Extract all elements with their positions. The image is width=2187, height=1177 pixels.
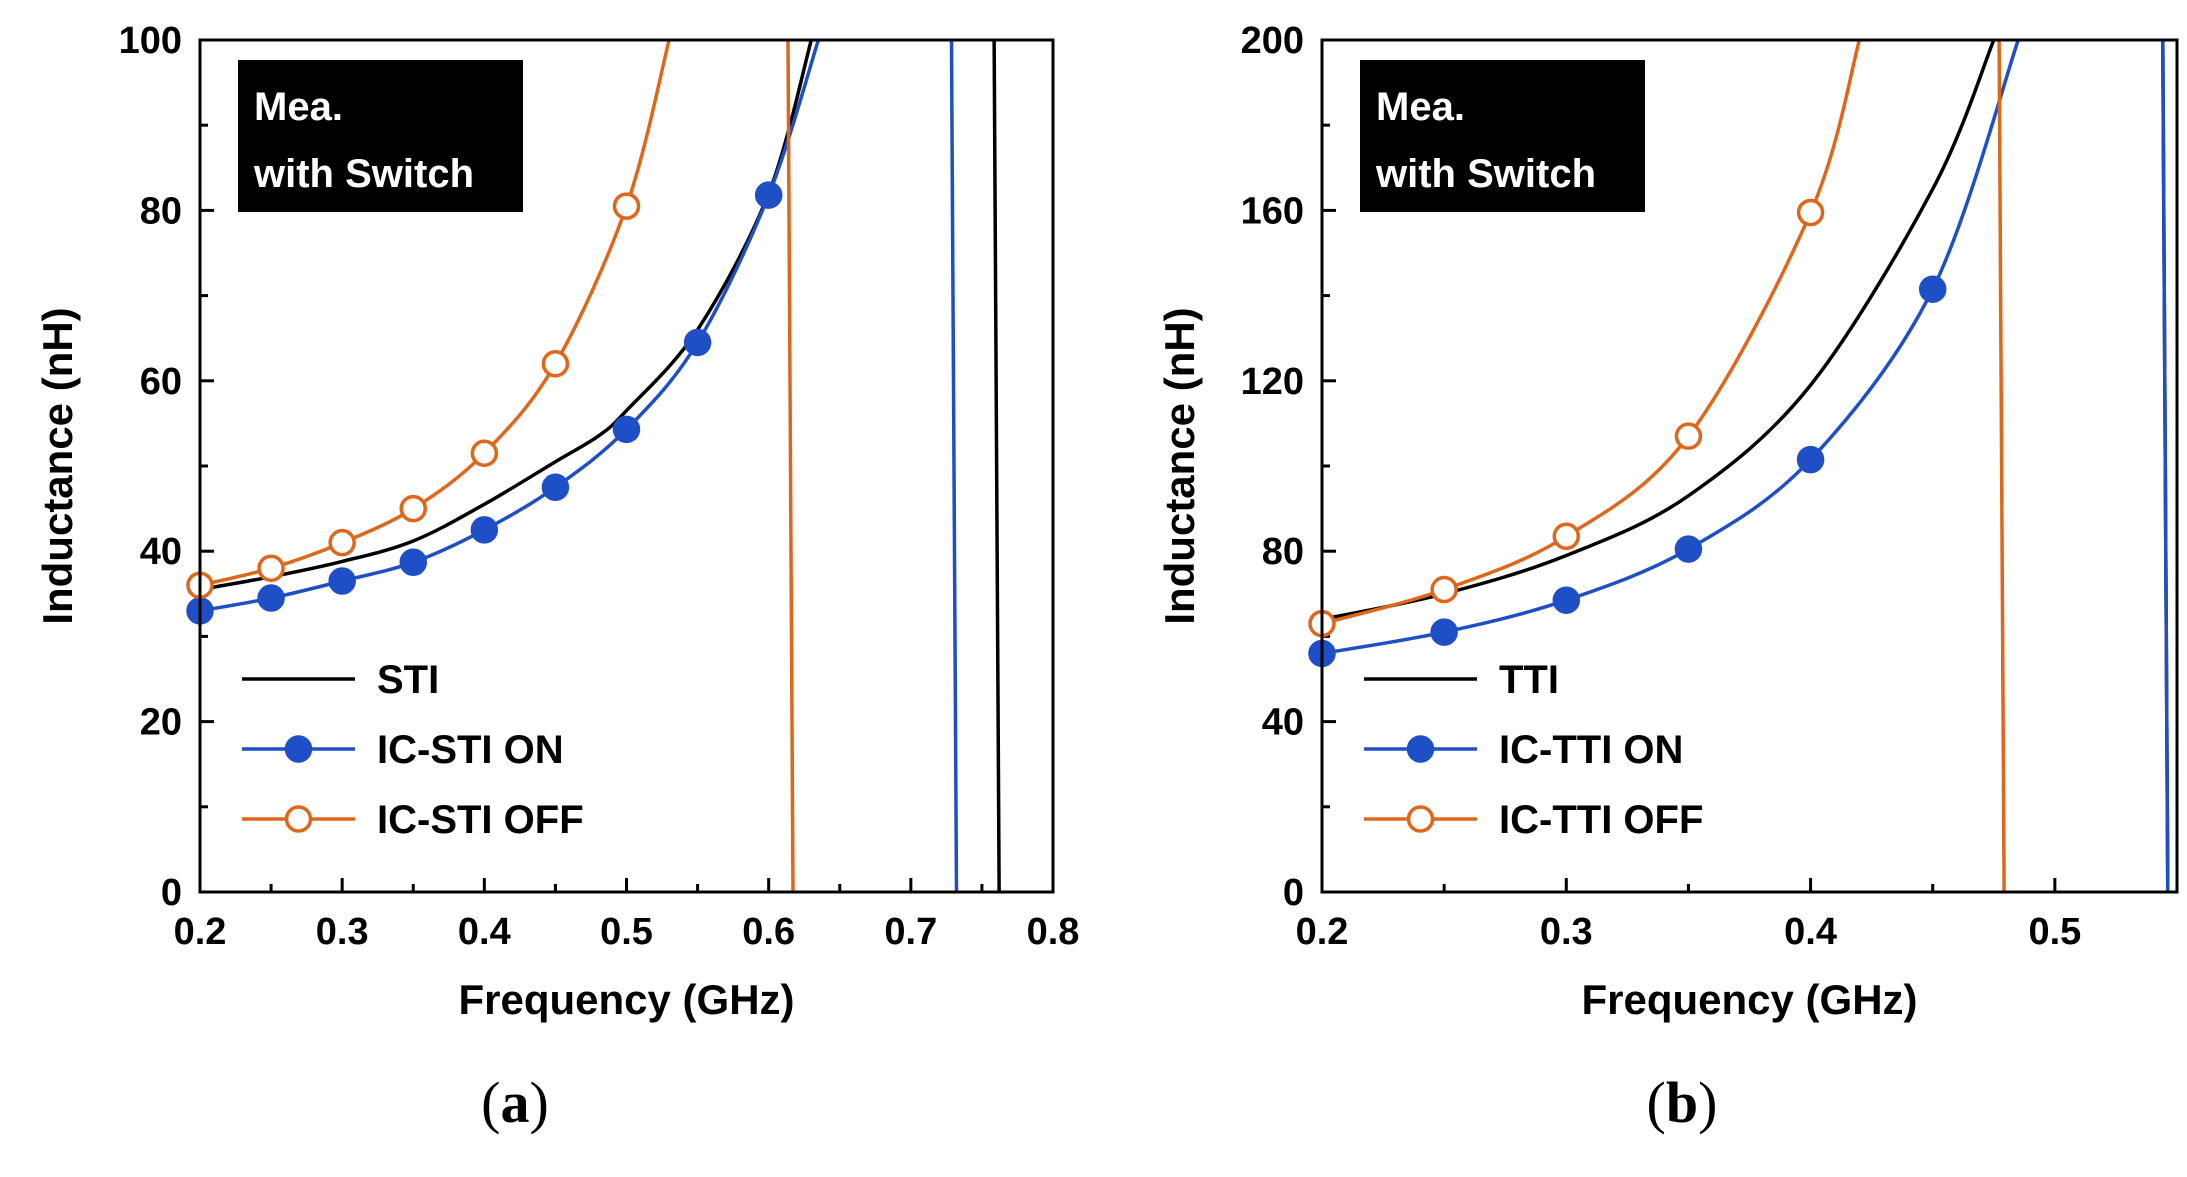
annotation-background [1360, 60, 1645, 212]
legend-marker [1406, 805, 1435, 833]
x-tick-label: 0.6 [742, 911, 795, 953]
data-point [612, 415, 641, 444]
data-point [399, 548, 427, 577]
x-tick-label: 0.8 [1027, 911, 1080, 953]
annotation-box: Mea. with Switch [238, 60, 523, 212]
y-tick-label: 40 [140, 531, 182, 573]
data-point [1430, 618, 1458, 646]
annotation-line: with Switch [253, 152, 474, 196]
data-point [541, 350, 570, 378]
x-tick-label: 0.2 [1296, 911, 1349, 953]
legend-label: IC-STI ON [377, 728, 564, 772]
data-point [541, 473, 570, 502]
data-point [470, 516, 499, 544]
y-tick-label: 120 [1241, 361, 1304, 403]
chart-b: 0 40 80 120 160 200 0.2 0.3 0.4 0.5 Frequency (GHz… [1156, 20, 2179, 1135]
chart-a: 0 20 40 60 80 100 0.2 0.3 0.4 0.5 0.6 0.7 0.8 Frequen… [34, 20, 1079, 1135]
data-point [470, 439, 499, 467]
data-point [1796, 198, 1825, 227]
legend-item: IC-TTI OFF [1364, 798, 1703, 842]
x-tick-label: 0.5 [600, 911, 653, 953]
legend-item: IC-STI ON [242, 728, 564, 772]
panel-label: (b) [1647, 1070, 1718, 1135]
y-tick-label: 0 [1283, 872, 1304, 914]
annotation-line: with Switch [1375, 152, 1596, 196]
x-tick-label: 0.2 [174, 911, 227, 953]
y-tick-label: 80 [140, 190, 182, 232]
legend: TTI IC-TTI ON IC-TTI OFF [1364, 658, 1703, 842]
legend-item: TTI [1364, 658, 1559, 702]
legend-item: IC-STI OFF [242, 798, 584, 842]
data-point [1918, 275, 1947, 303]
data-point [328, 567, 356, 595]
y-tick-label: 100 [119, 20, 182, 62]
legend-item: STI [242, 658, 439, 702]
resonance-line [949, 40, 959, 892]
resonance-line [1997, 40, 2006, 892]
y-tick-label: 200 [1241, 20, 1304, 62]
data-point [754, 181, 783, 209]
y-axis-title: Inductance (nH) [34, 307, 81, 624]
annotation-box: Mea. with Switch [1360, 60, 1645, 212]
legend-marker [284, 805, 313, 833]
resonance-line [786, 40, 795, 892]
legend-marker [1406, 735, 1435, 763]
data-point [612, 192, 641, 220]
y-tick-label: 60 [140, 361, 182, 403]
data-point [1552, 522, 1581, 551]
x-tick-label: 0.5 [2028, 911, 2081, 953]
data-point [1674, 422, 1703, 450]
legend: STI IC-STI ON IC-STI OFF [242, 658, 584, 842]
legend-label: STI [377, 658, 439, 702]
y-tick-label: 40 [1262, 702, 1304, 744]
y-tick-label: 80 [1262, 531, 1304, 573]
data-point [1674, 535, 1703, 563]
y-axis-title: Inductance (nH) [1156, 307, 1203, 624]
annotation-background [238, 60, 523, 212]
x-tick-label: 0.3 [316, 911, 369, 953]
x-tick-label: 0.4 [458, 911, 511, 953]
x-axis-title: Frequency (GHz) [1581, 976, 1917, 1023]
legend-label: IC-TTI ON [1499, 728, 1683, 772]
x-tick-label: 0.3 [1540, 911, 1593, 953]
data-point [683, 328, 712, 357]
plot-frame [1320, 38, 2179, 894]
y-tick-label: 0 [161, 872, 182, 914]
legend-label: IC-STI OFF [377, 798, 584, 842]
data-point [1796, 445, 1825, 474]
data-point [257, 584, 285, 612]
resonance-line [992, 40, 1001, 892]
panel-label: (a) [481, 1070, 549, 1135]
data-point [399, 494, 427, 523]
annotation-line: Mea. [254, 85, 343, 129]
y-tick-label: 20 [140, 702, 182, 744]
data-point [1430, 575, 1458, 604]
x-axis-title: Frequency (GHz) [458, 976, 794, 1023]
x-tick-label: 0.4 [1784, 911, 1837, 953]
data-point [1552, 586, 1581, 614]
y-tick-label: 160 [1241, 190, 1304, 232]
data-point [257, 554, 285, 582]
plot-frame [198, 38, 1055, 894]
data-point [328, 528, 356, 557]
legend-label: TTI [1499, 658, 1559, 702]
legend-item: IC-TTI ON [1364, 728, 1683, 772]
legend-marker [284, 735, 313, 763]
legend-label: IC-TTI OFF [1499, 798, 1703, 842]
resonance-line [2161, 40, 2170, 892]
annotation-line: Mea. [1376, 85, 1465, 129]
x-tick-label: 0.7 [884, 911, 937, 953]
